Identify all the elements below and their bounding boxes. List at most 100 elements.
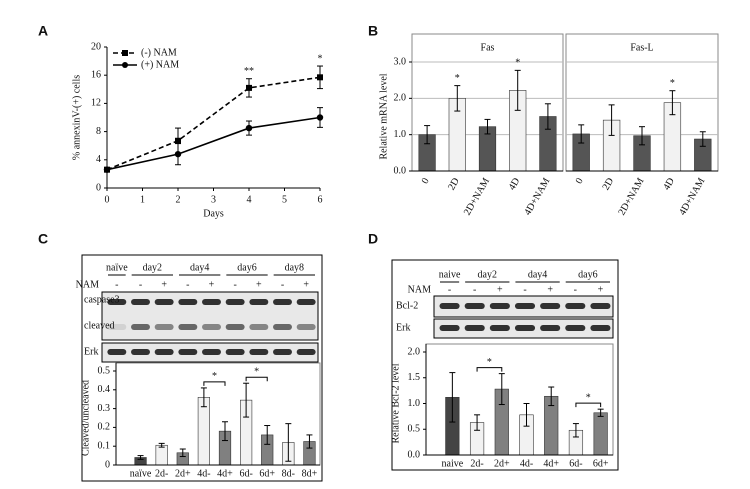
y-tick-label: 1.0 bbox=[408, 398, 421, 409]
x-tick-label: 0 bbox=[420, 176, 432, 186]
nam-sign: - bbox=[574, 284, 577, 295]
panel-frame bbox=[391, 259, 619, 471]
marker bbox=[175, 137, 181, 144]
y-tick-label: 2.0 bbox=[408, 346, 421, 357]
blot-band bbox=[107, 324, 127, 330]
blot-band bbox=[225, 324, 245, 330]
blot-band bbox=[565, 325, 586, 331]
marker bbox=[245, 124, 253, 132]
y-tick-label: 0 bbox=[96, 182, 101, 193]
x-tick-label: 0 bbox=[574, 176, 586, 186]
y-tick-label: 0.0 bbox=[408, 449, 421, 460]
y-axis-label: Relative Bcl-2 level bbox=[390, 363, 401, 443]
annotation: * bbox=[487, 357, 492, 368]
blot-band bbox=[296, 324, 316, 330]
x-tick-label: 5 bbox=[282, 194, 287, 205]
y-tick-label: 2.0 bbox=[394, 93, 407, 104]
marker bbox=[103, 166, 111, 173]
lane-group-label: day2 bbox=[143, 262, 162, 273]
blot-band bbox=[590, 325, 611, 331]
blot-band bbox=[178, 324, 198, 330]
blot-band bbox=[131, 324, 150, 330]
blot-band bbox=[225, 349, 245, 355]
y-tick-label: 4 bbox=[96, 154, 101, 165]
y-tick-label: 3.0 bbox=[394, 56, 407, 67]
legend-label: (+) NAM bbox=[141, 59, 179, 70]
panel-letter: A bbox=[38, 23, 48, 39]
blot-band bbox=[154, 324, 174, 330]
blot-band bbox=[464, 325, 485, 331]
nam-sign: + bbox=[209, 279, 215, 290]
x-axis-label: Days bbox=[203, 208, 224, 219]
annotation: * bbox=[212, 371, 217, 382]
x-tick-label: 4 bbox=[247, 194, 252, 205]
y-tick-label: 0.1 bbox=[98, 440, 111, 451]
lane-group-label: day8 bbox=[285, 262, 304, 273]
x-tick-label: 2D bbox=[446, 176, 462, 192]
annotation: * bbox=[318, 53, 323, 64]
blot-band bbox=[464, 303, 485, 309]
x-tick-label: 2D+NAM bbox=[616, 176, 646, 217]
x-tick-label: 0 bbox=[105, 194, 110, 205]
blot-band bbox=[540, 325, 561, 331]
legend-marker bbox=[122, 62, 128, 68]
bar bbox=[593, 412, 608, 456]
lane-group-label: day2 bbox=[478, 269, 497, 280]
blot-band bbox=[107, 349, 127, 355]
y-tick-label: 0.0 bbox=[394, 165, 407, 176]
x-tick-label: 2d+ bbox=[175, 468, 191, 479]
y-tick-label: 16 bbox=[91, 69, 101, 80]
y-tick-label: 20 bbox=[91, 41, 101, 52]
lane-group-label: day4 bbox=[528, 269, 547, 280]
band-label: Erk bbox=[396, 322, 410, 333]
x-tick-label: 8d+ bbox=[302, 468, 318, 479]
nam-sign: + bbox=[547, 284, 553, 295]
nam-sign: - bbox=[139, 279, 142, 290]
band-label: Bcl-2 bbox=[396, 300, 418, 311]
blot-band bbox=[439, 303, 460, 309]
band-label: Erk bbox=[84, 346, 98, 357]
blot-band bbox=[296, 299, 316, 305]
nam-sign: + bbox=[161, 279, 167, 290]
blot-band bbox=[107, 299, 127, 305]
blot-band bbox=[131, 299, 150, 305]
blot-band bbox=[489, 325, 510, 331]
blot-band bbox=[489, 303, 510, 309]
y-tick-label: 0.2 bbox=[98, 422, 111, 433]
annotation: * bbox=[670, 78, 675, 89]
x-tick-label: 4d- bbox=[197, 468, 210, 479]
y-tick-label: 0.3 bbox=[98, 403, 111, 414]
x-tick-label: 2d- bbox=[155, 468, 168, 479]
y-tick-label: 0.4 bbox=[98, 384, 111, 395]
nam-label: NAM bbox=[408, 284, 431, 295]
x-tick-label: 2 bbox=[176, 194, 181, 205]
x-tick-label: 6d+ bbox=[593, 458, 609, 469]
lane-group-label: day4 bbox=[190, 262, 209, 273]
panel-frame bbox=[81, 254, 323, 482]
nam-sign: - bbox=[448, 284, 451, 295]
y-tick-label: 8 bbox=[96, 126, 101, 137]
annotation: * bbox=[515, 58, 520, 69]
blot-band bbox=[590, 303, 611, 309]
y-tick-label: 12 bbox=[91, 98, 101, 109]
panel-letter: D bbox=[368, 231, 378, 247]
y-tick-label: 1.0 bbox=[394, 129, 407, 140]
panel-letter: B bbox=[368, 23, 378, 39]
marker bbox=[316, 114, 324, 121]
marker bbox=[246, 84, 252, 91]
blot-band bbox=[439, 325, 460, 331]
blot-band bbox=[249, 349, 269, 355]
blot-band bbox=[154, 349, 174, 355]
x-tick-label: 2d- bbox=[470, 458, 483, 469]
bar bbox=[197, 397, 210, 466]
x-tick-label: 1 bbox=[140, 194, 145, 205]
subplot-title: Fas bbox=[481, 42, 495, 53]
x-tick-label: 4d+ bbox=[543, 458, 559, 469]
subplot-title: Fas-L bbox=[630, 42, 653, 53]
x-tick-label: 8d- bbox=[282, 468, 295, 479]
blot-band bbox=[540, 303, 561, 309]
x-tick-label: 4D bbox=[507, 176, 523, 192]
series-line bbox=[106, 76, 321, 171]
